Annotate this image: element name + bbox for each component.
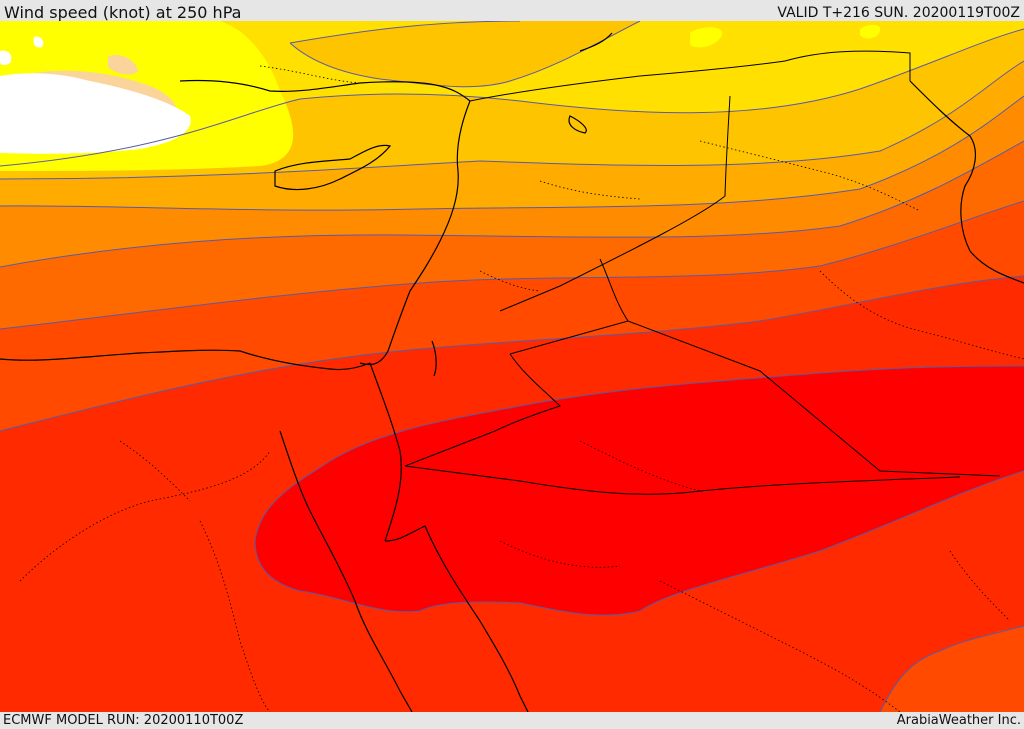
map-header: Wind speed (knot) at 250 hPa VALID T+216… — [0, 0, 1024, 22]
model-run-label: ECMWF MODEL RUN: 20200110T00Z — [3, 713, 244, 728]
admin-dotted-borders — [19, 65, 1024, 712]
map-footer: ECMWF MODEL RUN: 20200110T00Z ArabiaWeat… — [0, 712, 1024, 729]
band-light-orange-2 — [108, 54, 138, 75]
political-borders — [404, 50, 1001, 495]
band-yellow-top-right-2 — [860, 24, 881, 39]
band-white — [0, 73, 191, 154]
band-red-orange-se — [880, 626, 1024, 712]
coastlines — [0, 32, 1024, 712]
valid-time: VALID T+216 SUN. 20200119T00Z — [777, 5, 1020, 21]
map-title: Wind speed (knot) at 250 hPa — [4, 3, 242, 22]
band-white-3 — [33, 36, 44, 48]
band-white-2 — [0, 50, 12, 66]
band-amber-top — [290, 21, 640, 87]
band-red-core — [255, 366, 1024, 616]
map-canvas — [0, 21, 1024, 712]
wind-speed-map — [0, 21, 1024, 712]
credit-label: ArabiaWeather Inc. — [896, 713, 1021, 728]
band-yellow-top-right — [690, 27, 723, 48]
